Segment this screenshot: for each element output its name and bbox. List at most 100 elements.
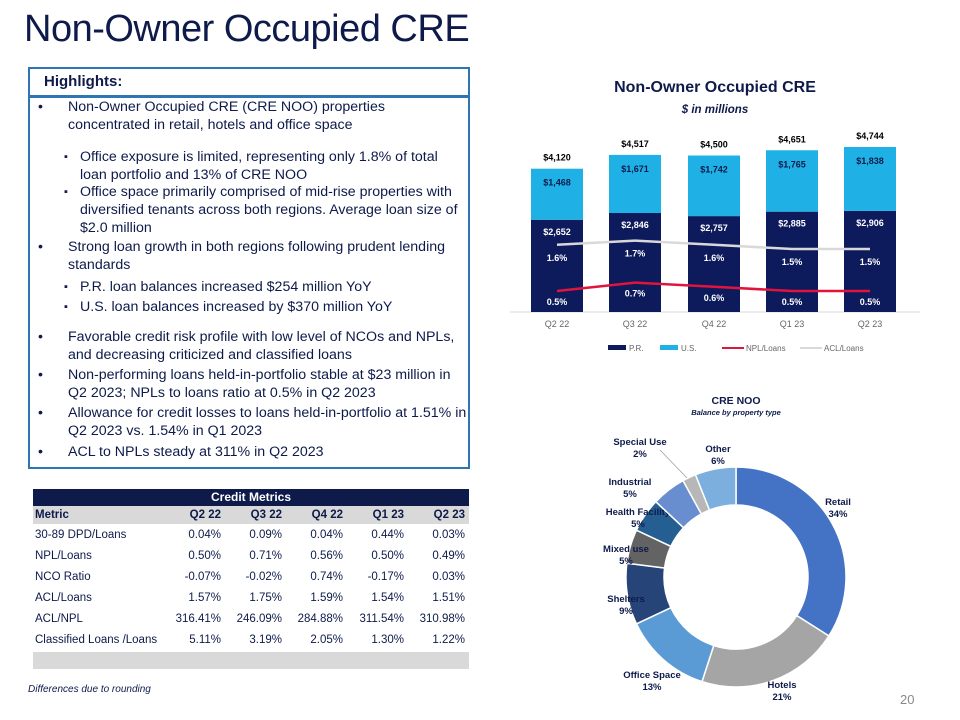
table-cell: 310.98% xyxy=(419,612,465,625)
credit-metrics-table: Credit Metrics Metric Q2 22 Q3 22 Q4 22 Q1 2… xyxy=(33,489,469,669)
metric-name: 30-89 DPD/Loans xyxy=(35,528,127,541)
highlights-header: Highlights: xyxy=(44,73,123,90)
table-row: Classified Loans /Loans 5.11% 3.19% 2.05% 1.… xyxy=(33,629,469,650)
table-row: ACL/Loans 1.57% 1.75% 1.59% 1.54% 1.51% xyxy=(33,587,469,608)
pie-slice-other xyxy=(694,466,737,512)
table-cell: 5.11% xyxy=(189,633,221,646)
line-value-label: 0.5% xyxy=(547,297,568,307)
table-cell: 0.74% xyxy=(310,570,343,583)
bar-pr xyxy=(688,216,740,312)
bar-pr xyxy=(531,219,583,312)
bar-us xyxy=(766,150,818,212)
line-nplloans xyxy=(556,281,870,293)
bar-pr xyxy=(609,213,661,312)
line-value-label: 0.6% xyxy=(704,293,725,303)
page-number: 20 xyxy=(900,692,915,707)
legend-label: P.R. xyxy=(629,344,644,353)
pie-label-value: 5% xyxy=(623,489,637,500)
bar-us xyxy=(844,147,896,211)
highlight-bullet: P.R. loan balances increased $254 millio… xyxy=(64,278,460,296)
table-cell: 246.09% xyxy=(236,612,282,625)
pie-label-name: Industrial xyxy=(609,477,652,488)
pr-value-label: $2,846 xyxy=(621,220,649,230)
total-label: $4,744 xyxy=(856,131,884,141)
table-cell: -0.02% xyxy=(245,570,282,583)
table-cell: 0.71% xyxy=(249,549,282,562)
line-value-label: 0.7% xyxy=(625,289,646,299)
table-cell: 0.09% xyxy=(249,528,282,541)
table-cell: 1.51% xyxy=(432,591,465,604)
pie-title: CRE NOO xyxy=(711,395,760,407)
table-cell: -0.07% xyxy=(184,570,221,583)
line-value-label: 1.6% xyxy=(547,253,568,263)
column-header: Q2 23 xyxy=(433,509,465,521)
highlights-box: Highlights: Non-Owner Occupied CRE (CRE … xyxy=(28,67,470,469)
pie-label-name: Hotels xyxy=(767,680,796,691)
table-cell: 1.57% xyxy=(188,591,221,604)
total-label: $4,517 xyxy=(621,139,649,149)
bar-us xyxy=(531,168,583,220)
us-value-label: $1,765 xyxy=(778,159,806,169)
total-label: $4,500 xyxy=(700,140,728,150)
x-tick-label: Q3 22 xyxy=(623,319,648,329)
column-header: Q2 22 xyxy=(189,509,221,521)
column-header: Metric xyxy=(35,509,69,521)
us-value-label: $1,671 xyxy=(621,164,649,174)
pie-label-value: 34% xyxy=(828,509,848,520)
table-cell: 3.19% xyxy=(249,633,282,646)
us-value-label: $1,838 xyxy=(856,156,884,166)
x-tick-label: Q2 22 xyxy=(545,319,570,329)
highlight-bullet: ACL to NPLs steady at 311% in Q2 2023 xyxy=(38,443,468,461)
legend-swatch xyxy=(660,345,678,350)
table-row: ACL/NPL 316.41% 246.09% 284.88% 311.54% 310.9… xyxy=(33,608,469,629)
highlight-bullet: Non-performing loans held-in-portfolio s… xyxy=(38,366,468,402)
table-row: NCO Ratio -0.07% -0.02% 0.74% -0.17% 0.03% xyxy=(33,566,469,587)
pie-label-value: 5% xyxy=(631,519,645,530)
pie-label-name: Other xyxy=(705,444,731,455)
total-label: $4,651 xyxy=(778,134,806,144)
pie-label-value: 9% xyxy=(619,606,633,617)
footnote: Differences due to rounding xyxy=(28,684,151,695)
bar-pr xyxy=(844,210,896,312)
table-row: 30-89 DPD/Loans 0.04% 0.09% 0.04% 0.44% 0.03% xyxy=(33,524,469,545)
pie-label-name: Retail xyxy=(825,497,851,508)
table-cell: 284.88% xyxy=(297,612,343,625)
column-header: Q4 22 xyxy=(311,509,343,521)
bar-us xyxy=(609,154,661,214)
pr-value-label: $2,906 xyxy=(856,218,884,228)
pie-label-name: Health Facility xyxy=(606,507,671,518)
us-value-label: $1,742 xyxy=(700,165,728,175)
divider xyxy=(30,95,468,98)
legend-label: NPL/Loans xyxy=(746,344,786,353)
line-aclloans xyxy=(556,239,870,251)
highlight-bullet: Allowance for credit losses to loans hel… xyxy=(38,404,468,440)
table-cell: 0.03% xyxy=(432,570,465,583)
pie-label-value: 5% xyxy=(619,556,633,567)
pie-label-value: 13% xyxy=(642,682,662,693)
metric-name: ACL/NPL xyxy=(35,612,83,625)
highlight-bullet: Non-Owner Occupied CRE (CRE NOO) propert… xyxy=(38,98,468,134)
bar-pr xyxy=(766,211,818,312)
pr-value-label: $2,652 xyxy=(543,227,571,237)
metric-name: Classified Loans /Loans xyxy=(35,633,158,646)
pr-value-label: $2,757 xyxy=(700,223,728,233)
us-value-label: $1,468 xyxy=(543,178,571,188)
x-tick-label: Q1 23 xyxy=(780,319,805,329)
line-value-label: 1.5% xyxy=(782,257,803,267)
table-cell: 0.04% xyxy=(310,528,343,541)
metric-name: ACL/Loans xyxy=(35,591,92,604)
table-cell: 1.75% xyxy=(249,591,282,604)
table-footer xyxy=(33,652,469,669)
pie-subtitle: Balance by property type xyxy=(691,408,781,417)
column-header: Q3 22 xyxy=(250,509,282,521)
table-cell: 0.49% xyxy=(432,549,465,562)
chart-subtitle: $ in millions xyxy=(681,104,748,116)
x-tick-label: Q4 22 xyxy=(702,319,727,329)
pie-label-name: Office Space xyxy=(623,670,681,681)
pie-label-name: Special Use xyxy=(613,437,666,448)
leader-line xyxy=(659,449,688,479)
x-tick-label: Q2 23 xyxy=(858,319,883,329)
line-value-label: 0.5% xyxy=(860,297,881,307)
line-value-label: 1.6% xyxy=(704,253,725,263)
